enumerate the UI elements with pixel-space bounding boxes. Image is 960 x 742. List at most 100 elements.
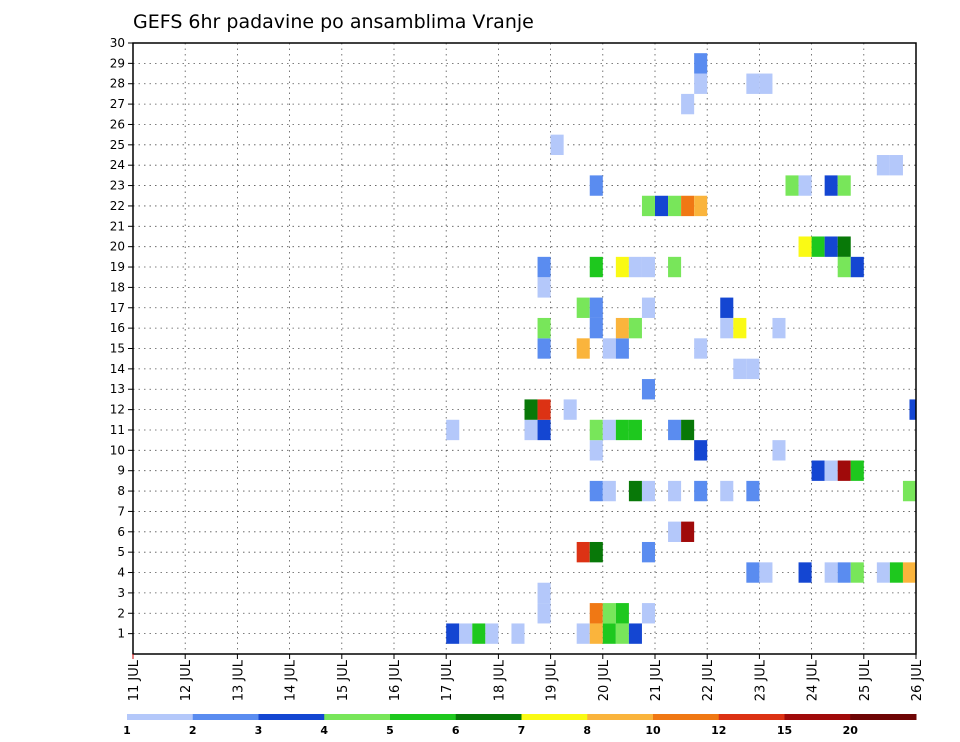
colorbar-label: 15 — [777, 724, 792, 737]
precip-cell — [837, 460, 851, 481]
y-tick-label: 3 — [117, 586, 125, 600]
precip-cell — [615, 603, 629, 624]
x-tick-label: 20 JUL — [597, 659, 612, 701]
precip-cell — [694, 338, 708, 359]
precipitation-cells — [446, 53, 916, 644]
precip-cell — [876, 155, 890, 176]
precip-cell — [576, 541, 590, 563]
precip-cell — [694, 53, 708, 74]
y-tick-label: 1 — [117, 627, 125, 641]
colorbar-label: 6 — [452, 724, 460, 737]
x-tick-label: 17 JUL — [440, 659, 455, 701]
y-tick-label: 14 — [110, 362, 125, 376]
y-tick-label: 20 — [110, 240, 125, 254]
y-tick-label: 18 — [110, 280, 125, 294]
precip-cell — [537, 277, 551, 298]
y-tick-label: 29 — [110, 56, 125, 70]
precip-cell — [641, 379, 655, 400]
colorbar-swatch — [784, 714, 851, 720]
y-tick-label: 21 — [110, 219, 125, 233]
x-tick-label: 22 JUL — [701, 659, 716, 701]
precip-cell — [589, 256, 603, 278]
precip-cell — [446, 623, 460, 644]
precip-cell — [589, 623, 603, 644]
precip-cell — [537, 256, 551, 278]
precip-cell — [694, 73, 708, 94]
y-tick-label: 16 — [110, 321, 125, 335]
precip-cell — [589, 317, 603, 339]
colorbar-label: 8 — [583, 724, 591, 737]
colorbar: 1 2 3 4 5 6 7 8 10 12 15 20 — [123, 714, 917, 737]
precip-cell — [694, 480, 708, 502]
colorbar-swatch — [587, 714, 654, 720]
colorbar-label: 5 — [386, 724, 394, 737]
precip-cell — [485, 623, 499, 644]
precip-cell — [446, 419, 460, 441]
y-tick-label: 2 — [117, 606, 125, 620]
precip-cell — [602, 603, 616, 624]
precip-cell — [733, 317, 747, 339]
x-tick-label: 21 JUL — [649, 659, 664, 701]
precip-cell — [615, 419, 629, 441]
precip-cell — [589, 603, 603, 624]
precip-cell — [602, 623, 616, 644]
precip-cell — [824, 460, 838, 481]
precip-cell — [668, 521, 682, 542]
precip-cell — [524, 399, 538, 420]
precip-cell — [798, 562, 812, 583]
precip-cell — [798, 236, 812, 257]
precip-cell — [889, 155, 903, 176]
precip-cell — [785, 175, 799, 196]
chart-title: GEFS 6hr padavine po ansamblima Vranje — [133, 11, 534, 33]
precip-cell — [641, 297, 655, 318]
y-tick-label: 5 — [117, 545, 125, 559]
colorbar-swatch — [390, 714, 457, 720]
precip-cell — [628, 256, 642, 278]
precip-cell — [459, 623, 473, 644]
precip-cell — [824, 236, 838, 257]
colorbar-swatch — [127, 714, 194, 720]
precip-cell — [602, 338, 616, 359]
precip-cell — [641, 256, 655, 278]
colorbar-label: 3 — [255, 724, 263, 737]
precip-cell — [537, 338, 551, 359]
precip-cell — [628, 317, 642, 339]
y-tick-label: 25 — [110, 138, 125, 152]
x-tick-label: 26 JUL — [910, 659, 925, 701]
precip-cell — [668, 195, 682, 217]
precip-cell — [746, 562, 760, 583]
y-tick-label: 6 — [117, 525, 125, 539]
precip-cell — [889, 562, 903, 583]
y-tick-label: 15 — [110, 342, 125, 356]
y-axis: 1234567891011121314151617181920212223242… — [110, 36, 133, 641]
precip-cell — [902, 480, 916, 502]
y-tick-label: 24 — [110, 158, 125, 172]
precip-cell — [641, 541, 655, 563]
colorbar-swatch — [258, 714, 325, 720]
precip-cell — [681, 419, 695, 441]
precip-cell — [772, 317, 786, 339]
precip-cell — [576, 623, 590, 644]
precip-cell — [824, 175, 838, 196]
precip-cell — [720, 297, 734, 318]
precip-cell — [772, 440, 786, 461]
precip-cell — [615, 338, 629, 359]
precip-cell — [537, 317, 551, 339]
colorbar-swatch — [192, 714, 259, 720]
precip-cell — [668, 419, 682, 441]
x-tick-label: 23 JUL — [753, 659, 768, 701]
precip-cell — [589, 175, 603, 196]
precip-cell — [602, 480, 616, 502]
colorbar-swatch — [850, 714, 917, 720]
precip-cell — [902, 562, 916, 583]
precip-cell — [563, 399, 577, 420]
precip-cell — [602, 419, 616, 441]
y-tick-label: 23 — [110, 179, 125, 193]
precip-cell — [589, 419, 603, 441]
y-tick-label: 12 — [110, 403, 125, 417]
x-tick-label: 13 JUL — [231, 659, 246, 701]
x-tick-label: 14 JUL — [284, 659, 299, 701]
precip-cell — [850, 460, 864, 481]
precip-cell — [837, 256, 851, 278]
